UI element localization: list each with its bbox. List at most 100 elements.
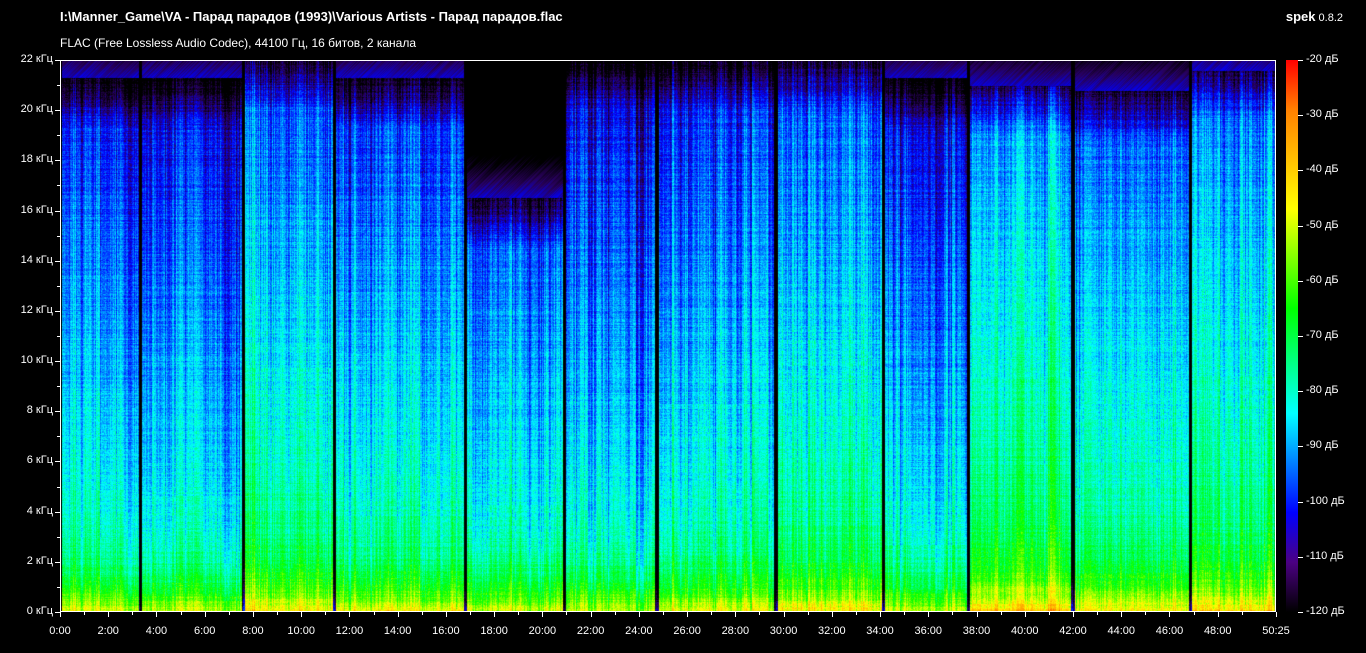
x-tick: [494, 612, 495, 617]
x-minor-tick: [1145, 612, 1146, 615]
x-tick-label: 38:00: [962, 625, 991, 637]
y-tick-label: 22 кГц: [20, 53, 53, 65]
x-tick-label: 42:00: [1059, 625, 1087, 637]
x-tick: [639, 612, 640, 617]
y-tick-label: 0 кГц: [26, 605, 53, 617]
x-tick-label: 16:00: [432, 625, 460, 637]
y-tick: [55, 410, 60, 412]
x-tick: [1073, 612, 1074, 617]
x-minor-tick: [181, 612, 182, 615]
x-minor-tick: [904, 612, 905, 615]
x-minor-tick: [518, 612, 519, 615]
x-minor-tick: [1001, 612, 1002, 615]
y-minor-tick: [57, 436, 60, 437]
db-tick: [1298, 226, 1303, 227]
y-tick: [55, 360, 60, 362]
x-minor-tick: [1242, 612, 1243, 615]
y-tick: [55, 210, 60, 212]
y-tick-label: 12 кГц: [20, 303, 53, 316]
x-minor-tick: [374, 612, 375, 615]
db-tick-label: -100 дБ: [1306, 494, 1345, 507]
x-minor-tick: [1097, 612, 1098, 615]
y-tick-label: 4 кГц: [26, 504, 53, 517]
x-minor-tick: [325, 612, 326, 615]
app-brand: spek 0.8.2: [1286, 9, 1343, 24]
y-tick: [55, 511, 60, 513]
x-tick: [1276, 612, 1277, 617]
x-tick: [398, 612, 399, 617]
x-tick: [1169, 612, 1170, 617]
y-tick-label: 20 кГц: [20, 103, 53, 116]
x-minor-tick: [277, 612, 278, 615]
y-tick: [55, 611, 60, 613]
x-minor-tick: [132, 612, 133, 615]
db-tick: [1298, 612, 1303, 613]
x-tick-label: 46:00: [1155, 625, 1184, 637]
db-tick-label: -80 дБ: [1306, 384, 1339, 397]
y-minor-tick: [57, 185, 60, 186]
db-tick-label: -70 дБ: [1306, 329, 1339, 341]
x-minor-tick: [1049, 612, 1050, 615]
file-path-title: I:\Manner_Game\VA - Парад парадов (1993)…: [60, 9, 563, 24]
y-tick: [55, 561, 60, 563]
x-tick: [108, 612, 109, 617]
x-tick-label: 22:00: [576, 625, 605, 637]
y-tick: [55, 59, 60, 61]
file-info: FLAC (Free Lossless Audio Codec), 44100 …: [60, 36, 416, 50]
db-tick: [1298, 557, 1303, 558]
x-tick-label: 8:00: [242, 625, 264, 637]
x-tick-label: 18:00: [480, 625, 508, 637]
x-tick: [928, 612, 929, 617]
db-tick: [1298, 281, 1303, 282]
db-tick-label: -60 дБ: [1306, 273, 1339, 286]
x-tick: [205, 612, 206, 617]
x-minor-tick: [229, 612, 230, 615]
x-tick: [446, 612, 447, 617]
spectrogram-image: [60, 60, 1276, 612]
x-tick: [1218, 612, 1219, 617]
db-tick-label: -120 дБ: [1306, 605, 1345, 617]
x-tick-label: 44:00: [1107, 625, 1135, 637]
x-minor-tick: [759, 612, 760, 615]
x-minor-tick: [615, 612, 616, 615]
y-minor-tick: [57, 135, 60, 136]
y-minor-tick: [57, 386, 60, 387]
x-tick-label: 6:00: [193, 625, 216, 637]
x-tick: [784, 612, 785, 617]
y-tick-label: 16 кГц: [20, 203, 53, 216]
y-minor-tick: [57, 236, 60, 237]
db-tick: [1298, 115, 1303, 116]
x-tick: [687, 612, 688, 617]
y-tick: [55, 260, 60, 262]
db-tick-label: -90 дБ: [1306, 439, 1339, 452]
y-tick-label: 10 кГц: [20, 354, 53, 367]
x-tick-label: 48:00: [1203, 625, 1232, 637]
y-tick-label: 14 кГц: [20, 253, 53, 266]
x-minor-tick: [422, 612, 423, 615]
x-minor-tick: [1194, 612, 1195, 615]
db-tick: [1298, 446, 1303, 447]
x-tick: [301, 612, 302, 617]
x-tick-label: 34:00: [866, 625, 894, 637]
x-tick: [880, 612, 881, 617]
spectrogram-plot[interactable]: [60, 60, 1276, 612]
x-tick: [591, 612, 592, 617]
x-tick: [832, 612, 833, 617]
y-tick-label: 6 кГц: [26, 454, 53, 467]
x-tick-label: 28:00: [721, 625, 750, 637]
x-minor-tick: [470, 612, 471, 615]
x-tick-label: 2:00: [97, 625, 119, 637]
x-minor-tick: [663, 612, 664, 615]
y-minor-tick: [57, 537, 60, 538]
y-tick-label: 2 кГц: [26, 554, 53, 567]
x-tick-label: 14:00: [383, 625, 412, 637]
x-tick-label: 0:00: [49, 625, 71, 637]
x-tick: [60, 612, 61, 617]
y-minor-tick: [57, 85, 60, 86]
x-tick-label: 36:00: [914, 625, 943, 637]
y-minor-tick: [57, 487, 60, 488]
x-tick: [156, 612, 157, 617]
x-minor-tick: [952, 612, 953, 615]
x-minor-tick: [856, 612, 857, 615]
x-tick-label: 50:25: [1262, 625, 1290, 637]
